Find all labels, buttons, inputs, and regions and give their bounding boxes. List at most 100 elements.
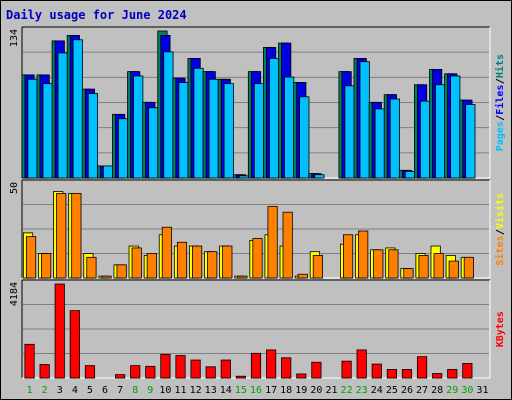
bar-hits-pages bbox=[404, 171, 416, 179]
bar-hits-pages bbox=[435, 84, 446, 179]
x-tick-label: 27 bbox=[416, 385, 428, 396]
bar-visits-sites bbox=[207, 251, 218, 279]
x-tick-label: 19 bbox=[295, 385, 307, 396]
bar-kbytes-kbytes bbox=[190, 359, 201, 379]
y-max-label: 50 bbox=[9, 182, 20, 194]
bar-hits-pages bbox=[102, 165, 114, 179]
bar-kbytes-kbytes bbox=[220, 359, 231, 379]
bar-kbytes-kbytes bbox=[54, 283, 65, 379]
bar-hits-pages bbox=[148, 107, 159, 179]
bar-hits-pages bbox=[223, 83, 234, 179]
bar-visits-sites bbox=[267, 206, 278, 279]
bar-hits-pages bbox=[253, 83, 265, 179]
legend-visits: Visits bbox=[494, 193, 506, 229]
x-tick-label: 26 bbox=[401, 385, 413, 396]
x-tick-label: 24 bbox=[371, 385, 383, 396]
bar-kbytes-kbytes bbox=[160, 354, 171, 379]
bar-hits-pages bbox=[163, 51, 174, 179]
x-tick-label: 30 bbox=[461, 385, 473, 396]
bar-kbytes-kbytes bbox=[447, 369, 458, 379]
legend-separator: / bbox=[495, 78, 506, 84]
bar-visits-sites bbox=[252, 238, 263, 279]
bar-hits-pages bbox=[133, 75, 144, 179]
legend-separator: / bbox=[495, 115, 506, 121]
bar-hits-pages bbox=[374, 108, 385, 179]
x-tick-label: 25 bbox=[386, 385, 398, 396]
bar-kbytes-kbytes bbox=[145, 365, 156, 379]
bar-kbytes-kbytes bbox=[281, 357, 292, 379]
legend-separator: / bbox=[495, 229, 506, 235]
x-tick-label: 6 bbox=[102, 385, 108, 396]
x-tick-label: 8 bbox=[132, 385, 138, 396]
bar-visits-sites bbox=[71, 192, 82, 279]
bar-visits-sites bbox=[312, 255, 323, 279]
y-max-label: 4184 bbox=[9, 282, 20, 306]
bar-hits-pages bbox=[238, 175, 249, 179]
bar-visits-sites bbox=[297, 273, 308, 279]
bar-hits-pages bbox=[344, 85, 355, 179]
x-tick-label: 18 bbox=[280, 385, 292, 396]
bar-visits-sites bbox=[176, 241, 188, 279]
bar-hits-pages bbox=[208, 78, 219, 179]
bar-kbytes-kbytes bbox=[235, 375, 246, 379]
bar-hits-pages bbox=[419, 100, 431, 179]
x-tick-label: 16 bbox=[250, 385, 262, 396]
legend-hits: Hits bbox=[494, 54, 506, 78]
x-tick-label: 13 bbox=[205, 385, 217, 396]
legend-pages: Pages bbox=[495, 121, 506, 151]
bar-visits-sites bbox=[146, 253, 157, 279]
bar-kbytes-kbytes bbox=[266, 349, 277, 379]
bar-hits-pages bbox=[193, 67, 204, 179]
bar-kbytes-kbytes bbox=[432, 373, 443, 379]
legend-files: Files bbox=[494, 85, 506, 115]
x-tick-label: 12 bbox=[190, 385, 202, 396]
bar-kbytes-kbytes bbox=[416, 356, 428, 379]
bar-hits-pages bbox=[87, 93, 99, 179]
bar-hits-pages bbox=[465, 104, 476, 179]
bar-visits-sites bbox=[192, 245, 203, 279]
legend-kbytes: KBytes bbox=[495, 311, 506, 347]
bar-visits-sites bbox=[222, 245, 233, 279]
bar-hits-pages bbox=[27, 78, 38, 179]
y-max-label: 134 bbox=[9, 29, 20, 47]
x-tick-label: 15 bbox=[235, 385, 247, 396]
legend-sites: Sites bbox=[494, 235, 506, 265]
bar-visits-sites bbox=[418, 255, 429, 279]
bar-kbytes-kbytes bbox=[84, 365, 96, 379]
bar-kbytes-kbytes bbox=[462, 362, 473, 379]
bar-hits-pages bbox=[118, 118, 129, 179]
bar-kbytes-kbytes bbox=[250, 352, 262, 379]
bar-hits-pages bbox=[284, 76, 295, 179]
bar-visits-sites bbox=[448, 260, 459, 279]
bar-hits-pages bbox=[359, 61, 370, 179]
bar-kbytes-kbytes bbox=[341, 360, 352, 379]
bar-visits-sites bbox=[373, 249, 384, 279]
x-tick-label: 4 bbox=[72, 385, 78, 396]
bar-kbytes-kbytes bbox=[296, 373, 307, 379]
x-tick-label: 22 bbox=[341, 385, 353, 396]
bar-visits-sites bbox=[161, 226, 172, 279]
x-tick-label: 20 bbox=[310, 385, 322, 396]
bar-visits-sites bbox=[388, 249, 399, 279]
bar-visits-sites bbox=[433, 253, 444, 279]
bar-kbytes-kbytes bbox=[39, 364, 50, 379]
bar-visits-sites bbox=[237, 275, 248, 279]
bar-visits-sites bbox=[25, 236, 37, 279]
bar-visits-sites bbox=[282, 211, 293, 279]
bar-hits-pages bbox=[389, 98, 400, 179]
bar-kbytes-kbytes bbox=[386, 369, 397, 379]
bar-kbytes-kbytes bbox=[115, 374, 126, 379]
bar-kbytes-kbytes bbox=[371, 363, 382, 379]
bar-hits-pages bbox=[269, 58, 280, 179]
bar-hits-pages bbox=[42, 83, 53, 179]
bar-kbytes-kbytes bbox=[356, 349, 367, 379]
bar-kbytes-kbytes bbox=[311, 361, 322, 379]
bar-visits-sites bbox=[131, 247, 142, 279]
bar-visits-sites bbox=[343, 234, 354, 279]
x-tick-label: 10 bbox=[159, 385, 171, 396]
bar-visits-sites bbox=[403, 268, 414, 279]
bar-visits-sites bbox=[463, 256, 474, 279]
bar-visits-sites bbox=[86, 256, 97, 279]
